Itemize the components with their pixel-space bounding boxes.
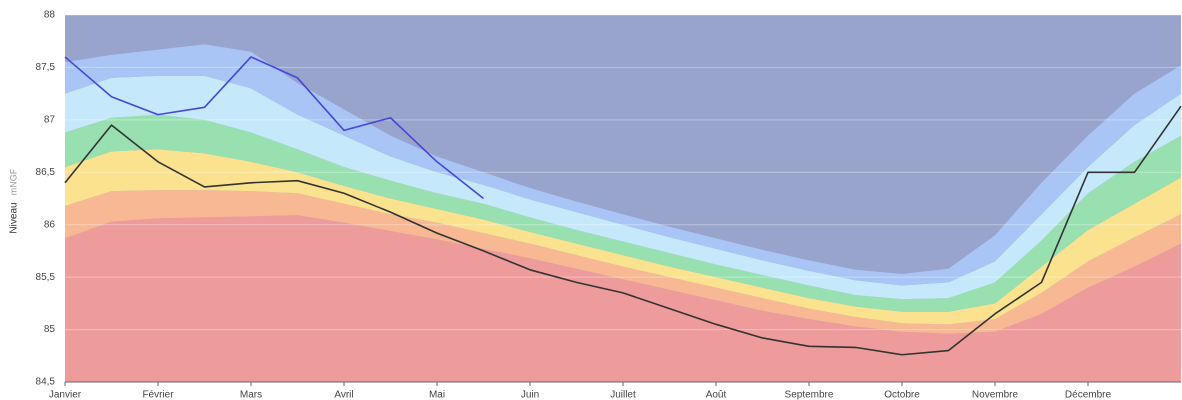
x-tick-label: Décembre [1065,390,1112,400]
y-tick-label: 87 [44,114,56,125]
y-axis-label: Niveau [9,202,20,233]
band [65,190,1181,334]
band [65,75,1181,300]
level-line [64,56,484,200]
y-tick-label: 84,5 [36,377,56,388]
x-tick-label: Octobre [884,390,920,400]
x-tick-label: Avril [334,390,353,400]
band [65,215,1181,382]
x-tick-label: Novembre [972,390,1019,400]
x-tick-label: Mai [429,390,445,400]
x-tick-label: Février [142,390,174,400]
x-tick-label: Mars [240,390,262,400]
band [65,114,1181,312]
x-tick-label: Juillet [610,390,636,400]
band [65,44,1181,286]
x-tick-label: Août [706,390,727,400]
y-axis-unit: mNGF [8,168,18,195]
x-tick-label: Septembre [785,390,834,400]
y-tick-label: 85,5 [36,272,56,283]
level-line [64,105,1182,356]
y-tick-label: 86,5 [36,167,56,178]
y-tick-label: 88 [44,10,56,21]
y-tick-label: 85 [44,324,56,335]
y-tick-label: 86 [44,219,56,230]
x-tick-label: Janvier [49,390,82,400]
x-tick-label: Juin [521,390,539,400]
y-tick-label: 87,5 [36,62,56,73]
